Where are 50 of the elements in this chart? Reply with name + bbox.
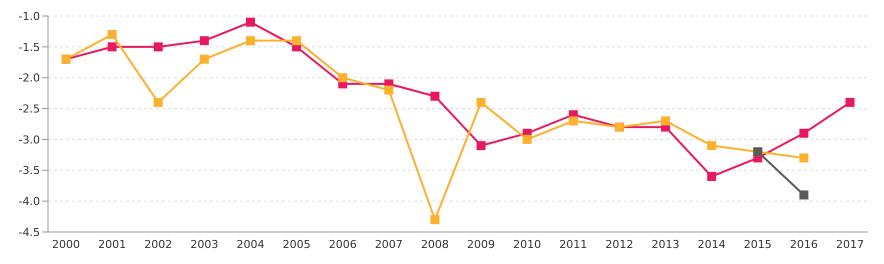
point xyxy=(799,153,808,162)
x-tick-label: 2015 xyxy=(744,238,772,251)
y-tick-label: -2.5 xyxy=(18,102,40,116)
point xyxy=(707,172,716,181)
x-tick-label: 2006 xyxy=(328,238,357,251)
point xyxy=(476,98,486,107)
point xyxy=(707,141,716,150)
x-tick-label: 2011 xyxy=(559,238,588,251)
point xyxy=(108,42,117,52)
point xyxy=(200,36,209,46)
point xyxy=(292,36,302,46)
x-tick-label: 2012 xyxy=(605,238,634,251)
point xyxy=(154,42,163,52)
point xyxy=(568,116,578,126)
x-tick-label: 2002 xyxy=(144,238,172,251)
point xyxy=(246,36,255,46)
y-tick-label: -1.5 xyxy=(18,40,40,54)
x-tick-label: 2001 xyxy=(98,238,126,251)
x-tick-label: 2014 xyxy=(698,238,726,251)
y-tick-label: -4.5 xyxy=(18,226,40,239)
x-tick-label: 2003 xyxy=(190,238,218,251)
point xyxy=(246,18,255,27)
point xyxy=(846,98,854,107)
x-tick-label: 2009 xyxy=(467,238,496,251)
point xyxy=(338,73,348,82)
x-tick-label: 2005 xyxy=(282,238,311,251)
point xyxy=(430,215,440,224)
point xyxy=(384,86,394,95)
x-tick-label: 2016 xyxy=(790,238,818,251)
point xyxy=(799,128,808,138)
x-tick-label: 2004 xyxy=(236,238,264,251)
x-tick-label: 2013 xyxy=(652,238,680,251)
x-tick-label: 2010 xyxy=(513,238,542,251)
point xyxy=(476,141,486,150)
y-tick-label: -1.0 xyxy=(18,10,40,23)
y-tick-label: -2.0 xyxy=(18,72,40,85)
point xyxy=(661,116,670,126)
y-tick-label: -4.0 xyxy=(18,195,40,208)
point xyxy=(154,98,163,107)
y-tick-label: -3.0 xyxy=(18,133,40,146)
x-tick-label: 2000 xyxy=(52,238,80,251)
x-tick-label: 2007 xyxy=(374,238,403,251)
point xyxy=(200,54,209,64)
point xyxy=(430,92,440,101)
point xyxy=(108,30,117,40)
point xyxy=(522,134,532,144)
x-tick-label: 2008 xyxy=(420,238,449,251)
point xyxy=(799,190,808,200)
y-tick-label: -3.5 xyxy=(18,164,40,178)
x-tick-label: 2017 xyxy=(836,238,864,251)
